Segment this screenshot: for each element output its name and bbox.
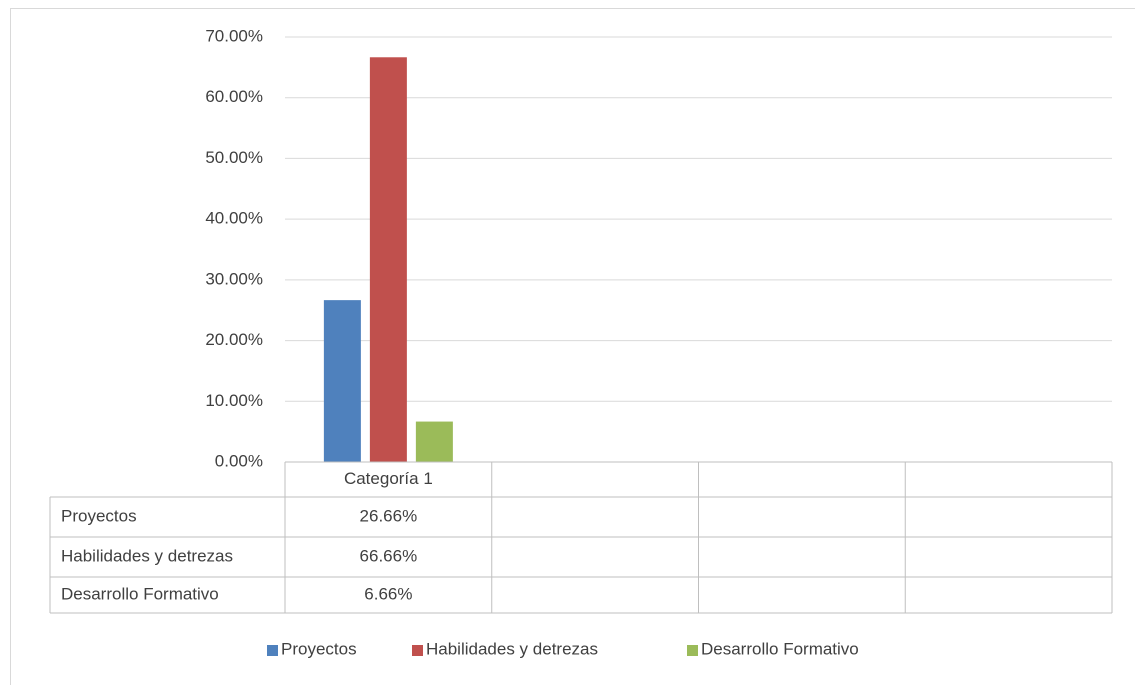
y-tick-label: 20.00% — [205, 330, 263, 349]
bar — [415, 421, 453, 462]
legend-label: Proyectos — [281, 639, 357, 658]
legend-swatch — [267, 645, 278, 656]
y-tick-label: 60.00% — [205, 87, 263, 106]
bar — [323, 300, 361, 462]
table-row-label: Desarrollo Formativo — [61, 584, 219, 603]
y-tick-label: 0.00% — [215, 451, 263, 470]
x-tick-label: Categoría 1 — [344, 469, 433, 488]
table-value: 26.66% — [360, 506, 418, 525]
table-row-label: Proyectos — [61, 506, 137, 525]
legend-label: Desarrollo Formativo — [701, 639, 859, 658]
legend-swatch — [412, 645, 423, 656]
chart-border — [10, 8, 1135, 685]
table-value: 66.66% — [360, 546, 418, 565]
legend-swatch — [687, 645, 698, 656]
y-tick-label: 10.00% — [205, 391, 263, 410]
y-tick-label: 70.00% — [205, 26, 263, 45]
table-value: 6.66% — [364, 584, 412, 603]
legend-label: Habilidades y detrezas — [426, 639, 598, 658]
table-row-label: Habilidades y detrezas — [61, 546, 233, 565]
y-tick-label: 50.00% — [205, 148, 263, 167]
bar — [369, 57, 407, 463]
y-tick-label: 30.00% — [205, 269, 263, 288]
y-tick-label: 40.00% — [205, 209, 263, 228]
